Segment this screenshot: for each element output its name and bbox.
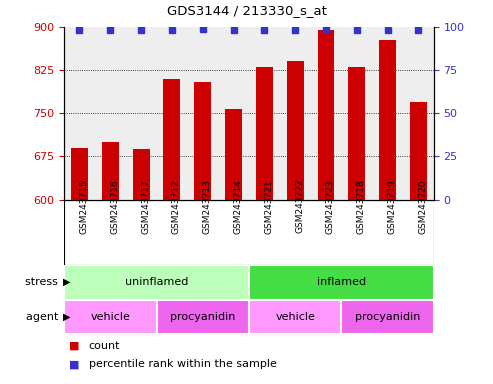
Text: ▶: ▶ bbox=[63, 277, 70, 287]
Bar bbox=[379, 40, 396, 200]
Text: GDS3144 / 213330_s_at: GDS3144 / 213330_s_at bbox=[167, 4, 326, 17]
Bar bbox=[164, 79, 180, 200]
Text: GSM243713: GSM243713 bbox=[203, 179, 212, 233]
Bar bbox=[157, 300, 249, 334]
Text: uninflamed: uninflamed bbox=[125, 277, 188, 287]
Bar bbox=[64, 265, 249, 300]
Bar bbox=[249, 300, 341, 334]
Text: stress: stress bbox=[25, 277, 62, 287]
Bar bbox=[64, 300, 157, 334]
Bar bbox=[225, 109, 242, 200]
Bar bbox=[133, 149, 149, 200]
Text: procyanidin: procyanidin bbox=[170, 312, 236, 322]
Text: count: count bbox=[89, 341, 120, 351]
Text: GSM243721: GSM243721 bbox=[264, 179, 274, 233]
Text: GSM243712: GSM243712 bbox=[172, 179, 181, 233]
Bar bbox=[102, 142, 119, 200]
Text: vehicle: vehicle bbox=[275, 312, 315, 322]
Bar bbox=[410, 102, 427, 200]
Bar bbox=[317, 30, 334, 200]
Bar bbox=[287, 61, 304, 200]
Text: procyanidin: procyanidin bbox=[355, 312, 421, 322]
Bar bbox=[194, 82, 211, 200]
Bar bbox=[249, 265, 434, 300]
Text: GSM243720: GSM243720 bbox=[419, 179, 427, 233]
Bar bbox=[71, 148, 88, 200]
Text: GSM243719: GSM243719 bbox=[387, 179, 397, 233]
Bar bbox=[341, 300, 434, 334]
Text: ■: ■ bbox=[69, 341, 79, 351]
Text: GSM243718: GSM243718 bbox=[357, 179, 366, 233]
Bar bbox=[256, 67, 273, 200]
Text: GSM243722: GSM243722 bbox=[295, 179, 304, 233]
Text: GSM243714: GSM243714 bbox=[234, 179, 243, 233]
Text: agent: agent bbox=[26, 312, 62, 322]
Text: GSM243717: GSM243717 bbox=[141, 179, 150, 233]
Text: ■: ■ bbox=[69, 359, 79, 369]
Text: percentile rank within the sample: percentile rank within the sample bbox=[89, 359, 277, 369]
Text: GSM243723: GSM243723 bbox=[326, 179, 335, 233]
Text: ▶: ▶ bbox=[63, 312, 70, 322]
Bar bbox=[349, 67, 365, 200]
Text: vehicle: vehicle bbox=[90, 312, 130, 322]
Text: inflamed: inflamed bbox=[317, 277, 366, 287]
Text: GSM243716: GSM243716 bbox=[110, 179, 119, 233]
Text: GSM243715: GSM243715 bbox=[79, 179, 89, 233]
